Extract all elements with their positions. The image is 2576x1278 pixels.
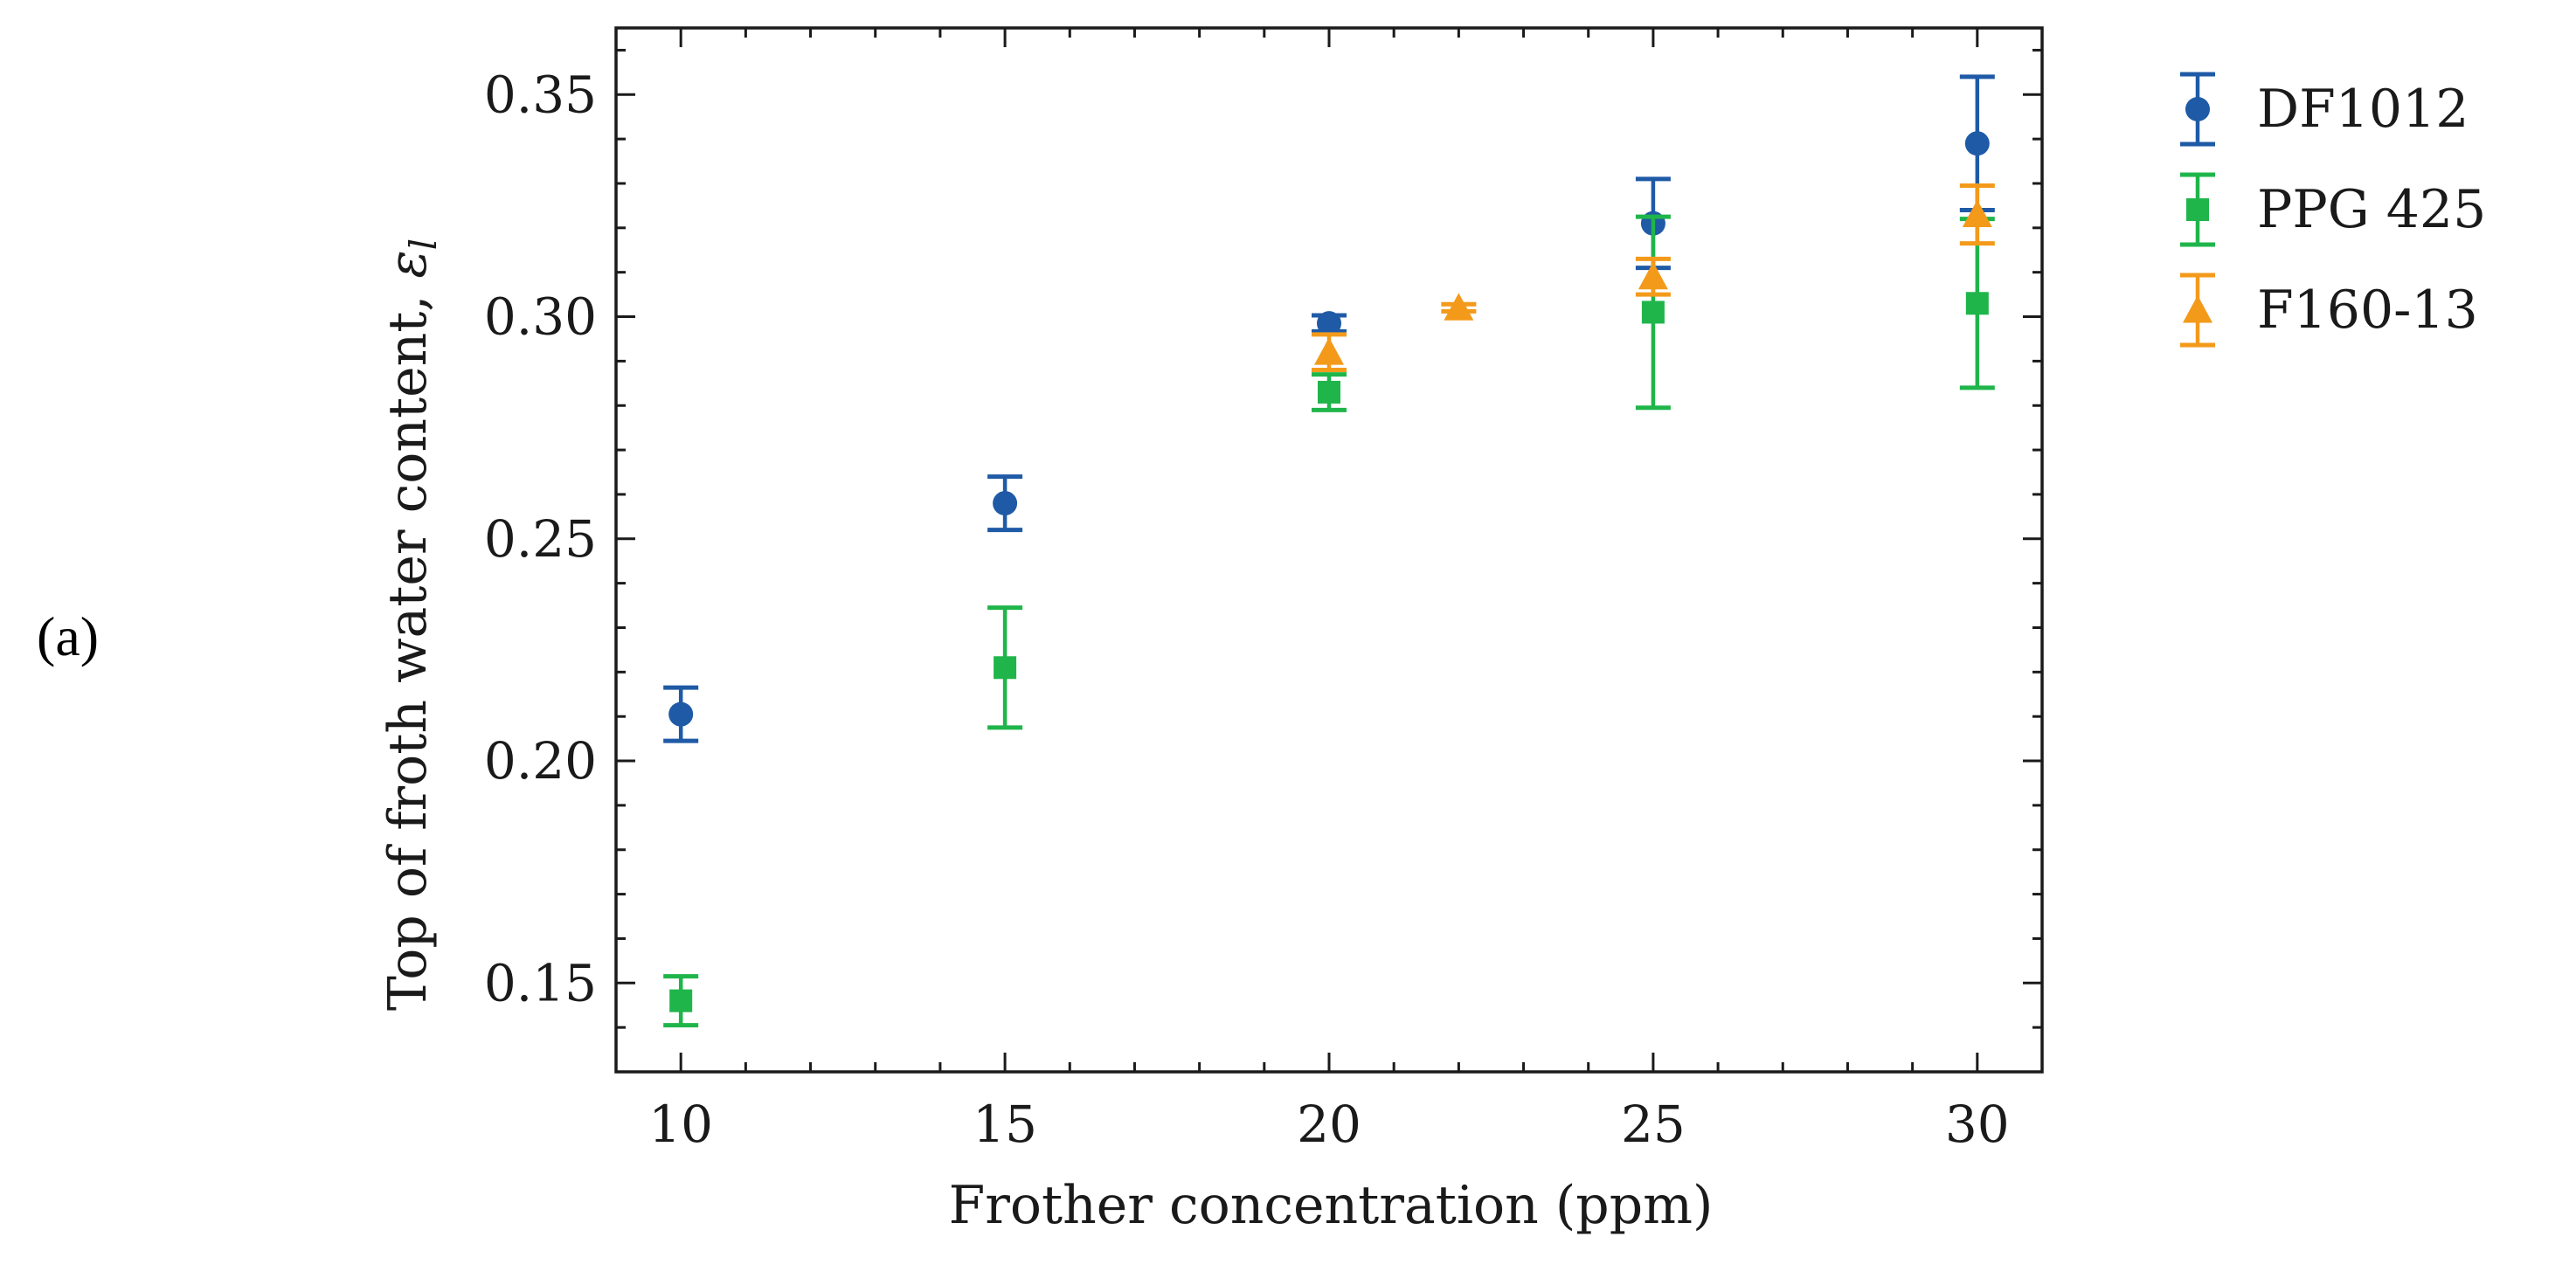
square-marker — [1318, 380, 1340, 404]
legend-label: DF1012 — [2257, 79, 2469, 140]
data-point — [663, 685, 699, 743]
legend-label: PPG 425 — [2257, 179, 2486, 240]
x-tick-label: 15 — [973, 1095, 1037, 1154]
triangle-marker — [1638, 261, 1668, 290]
legend-circle-marker — [2185, 97, 2210, 121]
legend-item: F160-13 — [2180, 273, 2478, 348]
circle-marker — [668, 701, 694, 727]
triangle-marker — [1444, 293, 1474, 321]
y-tick-label: 0.15 — [484, 953, 597, 1012]
data-point — [663, 974, 699, 1028]
x-tick-label: 20 — [1297, 1095, 1361, 1154]
y-axis-title-text: Top of froth water content, — [377, 279, 439, 1012]
y-axis-title: Top of froth water content, εl — [377, 238, 445, 1011]
y-tick-label: 0.25 — [484, 509, 597, 569]
legend-item: DF1012 — [2180, 72, 2469, 147]
y-tick-label: 0.35 — [484, 65, 597, 124]
legend-label: F160-13 — [2257, 280, 2478, 341]
data-series — [663, 74, 1995, 1028]
y-axis-title-symbol: ε — [377, 250, 439, 278]
data-point — [987, 474, 1023, 533]
legend: DF1012 PPG 425 F160-13 — [2180, 72, 2486, 348]
legend-item: PPG 425 — [2180, 172, 2486, 247]
data-point — [1441, 293, 1477, 321]
square-marker — [994, 656, 1017, 680]
x-axis-title: Frother concentration (ppm) — [949, 1175, 1714, 1236]
series-f160-13 — [1312, 183, 1995, 373]
x-tick-label: 25 — [1621, 1095, 1686, 1154]
axis-tick-labels: 10 15 20 25 30 0.15 0.20 0.25 0.30 0.35 — [484, 65, 2010, 1154]
square-marker — [1641, 301, 1665, 324]
axis-ticks — [614, 28, 2044, 1074]
y-axis-title-subscript: l — [402, 238, 445, 250]
data-point — [1635, 256, 1671, 297]
x-tick-label: 10 — [648, 1095, 713, 1154]
plot-area — [614, 26, 2044, 1074]
x-tick-label: 30 — [1945, 1095, 2010, 1154]
data-point — [987, 605, 1023, 730]
square-marker — [1965, 292, 1989, 315]
data-point — [1312, 311, 1347, 336]
data-point — [1959, 217, 1995, 390]
triangle-marker — [1314, 337, 1344, 365]
series-ppg-425 — [663, 214, 1995, 1028]
square-marker — [669, 989, 693, 1012]
data-point — [1312, 372, 1347, 412]
plot-frame — [614, 26, 2044, 1074]
circle-marker — [993, 491, 1018, 516]
y-tick-label: 0.20 — [484, 731, 597, 791]
triangle-marker — [1962, 199, 1992, 228]
y-tick-label: 0.30 — [484, 287, 597, 347]
data-point — [1635, 214, 1671, 411]
data-point — [1312, 332, 1347, 373]
legend-triangle-marker — [2183, 295, 2212, 323]
circle-marker — [1317, 311, 1341, 336]
legend-square-marker — [2186, 198, 2209, 221]
circle-marker — [1964, 131, 1990, 156]
data-point — [1959, 183, 1995, 246]
panel-label: (a) — [37, 605, 99, 667]
